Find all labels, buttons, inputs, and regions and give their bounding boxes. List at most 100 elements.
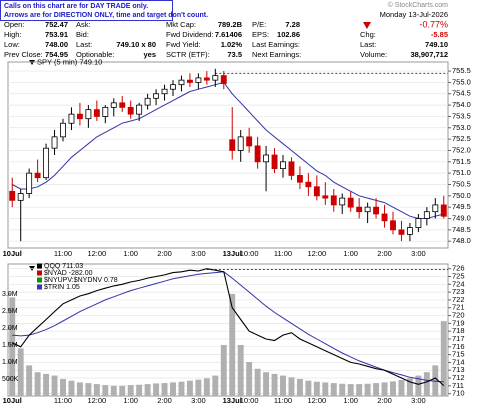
quote-label: Last Earnings:	[252, 40, 300, 49]
volume-bar	[229, 293, 236, 396]
y-tick-label: 752.5	[452, 134, 471, 143]
quote-value: yes	[143, 50, 156, 59]
volume-bar	[288, 377, 295, 396]
y-tick-label: 2.5M	[2, 308, 18, 315]
quote-label: Last:	[76, 40, 92, 49]
y-tick-label: 753.0	[452, 123, 471, 132]
candle-body	[110, 102, 117, 108]
quote-label: Volume:	[360, 50, 387, 59]
x-tick-label: 1:00	[343, 396, 358, 405]
quote-label: Prev Close:	[4, 50, 43, 59]
candle-body	[186, 79, 193, 83]
y-tick-label: 751.0	[452, 168, 471, 177]
x-tick-label: 2:00	[377, 249, 392, 258]
y-tick-label: 748.0	[452, 236, 471, 245]
x-tick-label: 10Jul	[3, 249, 22, 258]
quote-value: 789.2B	[218, 20, 243, 29]
candle-body	[322, 195, 329, 199]
quote-value: -5.85	[431, 30, 448, 39]
moving-average	[11, 81, 444, 219]
x-tick-label: 3:00	[411, 396, 426, 405]
y-tick-label: 752.0	[452, 145, 471, 154]
candle-body	[170, 84, 176, 90]
plot-frame	[7, 263, 449, 397]
series-line	[11, 268, 445, 387]
candle-body	[237, 136, 244, 151]
x-tick-label: 12:00	[87, 249, 106, 258]
quote-value: 102.86	[277, 30, 300, 39]
volume-bar	[136, 384, 143, 396]
x-tick-label: 3:00	[191, 249, 206, 258]
quote-label: Chg:	[360, 30, 376, 39]
candle-body	[51, 136, 58, 149]
x-tick-label: 1:00	[123, 249, 138, 258]
volume-bar	[263, 372, 270, 396]
x-tick-label: 2:00	[377, 396, 392, 405]
quote-label: Optionable:	[76, 50, 114, 59]
y-tick-label: 754.5	[452, 89, 471, 98]
volume-bar	[364, 383, 371, 396]
x-tick-label: 11:00	[54, 249, 72, 258]
quote-value: 753.91	[45, 30, 68, 39]
candle-body	[347, 197, 354, 208]
y2-tick-label: 721	[452, 303, 465, 312]
candle-body	[246, 136, 253, 147]
volume-bar	[60, 378, 66, 396]
volume-bar	[220, 344, 227, 396]
volume-bar	[415, 375, 422, 396]
candle-body	[34, 172, 41, 179]
volume-bar	[254, 368, 261, 396]
y-tick-label: 755.0	[452, 77, 471, 86]
candle-body	[339, 197, 346, 206]
quote-value: 752.47	[45, 20, 68, 29]
candle-body	[440, 204, 447, 217]
x-tick-label: 13Jul	[223, 249, 242, 258]
volume-bar	[356, 384, 363, 396]
x-tick-label: 1:00	[123, 396, 138, 405]
volume-bar	[280, 375, 286, 396]
quote-value: 7.61406	[215, 30, 242, 39]
candle-body	[271, 154, 278, 170]
quote-label: Fwd Yield:	[166, 40, 201, 49]
x-tick-label: 12:00	[307, 396, 326, 405]
volume-bar	[305, 380, 312, 396]
candle-body	[212, 75, 219, 81]
x-tick-label: 13Jul	[223, 396, 242, 405]
legend-swatch	[37, 270, 42, 276]
y-tick-label: 755.5	[452, 66, 471, 75]
volume-bar	[195, 379, 202, 396]
quote-date: Monday 13-Jul-2026	[380, 10, 448, 19]
candle-body	[296, 175, 303, 183]
candle-body	[93, 109, 100, 117]
quote-label: Next Earnings:	[252, 50, 301, 59]
y2-tick-label: 723	[452, 287, 465, 296]
y-tick-label: 749.0	[452, 213, 471, 222]
y2-tick-label: 715	[452, 350, 465, 359]
x-tick-label: 12:00	[87, 396, 106, 405]
candle-body	[280, 161, 286, 170]
quote-value: 748.00	[45, 40, 68, 49]
candle-body	[288, 161, 295, 176]
volume-bar	[43, 373, 50, 396]
volume-bar	[432, 365, 439, 396]
y2-tick-label: 711	[452, 381, 464, 390]
candle-body	[26, 172, 33, 194]
x-tick-label: 11:00	[274, 396, 292, 405]
y2-tick-label: 710	[452, 389, 465, 398]
quote-label: High:	[4, 30, 22, 39]
candle-body	[364, 206, 371, 213]
candle-body	[43, 147, 50, 179]
volume-bar	[161, 383, 168, 396]
quote-label: EPS:	[252, 30, 269, 39]
quote-value: 749.10	[425, 40, 448, 49]
candle-body	[161, 88, 168, 95]
volume-bar	[390, 381, 396, 396]
volume-bar	[271, 373, 278, 396]
notice-line: Arrows are for DIRECTION ONLY, time and …	[4, 12, 208, 19]
candle-body	[102, 106, 109, 117]
quote-value: 754.95	[45, 50, 68, 59]
candle-body	[254, 145, 261, 163]
